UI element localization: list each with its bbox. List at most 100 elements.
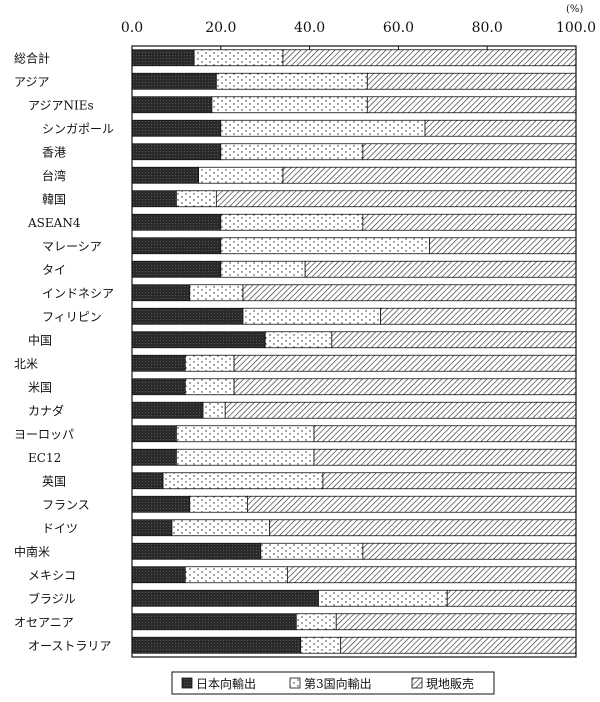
x-tick-label: 60.0 xyxy=(383,20,414,36)
legend-label-japan-export: 日本向輸出 xyxy=(196,676,256,691)
bar-segment-series-2 xyxy=(366,96,577,114)
bar-segment-series-0 xyxy=(131,519,173,537)
bar-segment-series-1 xyxy=(175,448,315,466)
category-label: カナダ xyxy=(28,403,64,418)
bar-segment-series-1 xyxy=(198,166,284,184)
bar-segment-series-0 xyxy=(131,425,177,443)
bar-segment-series-0 xyxy=(131,401,204,419)
legend-swatch-third-country-export xyxy=(289,677,301,689)
bar-segment-series-1 xyxy=(175,190,217,208)
bar-segment-series-2 xyxy=(313,448,577,466)
bar-segment-series-1 xyxy=(318,589,448,607)
bar-segment-series-2 xyxy=(362,542,577,560)
unit-label: (%) xyxy=(566,4,583,15)
bar-segment-series-0 xyxy=(131,190,177,208)
bar-segment-series-1 xyxy=(215,72,368,90)
bar-segment-series-1 xyxy=(300,636,342,654)
bar-segment-series-1 xyxy=(175,425,315,443)
bar-segment-series-2 xyxy=(242,284,577,302)
bar-segment-series-1 xyxy=(220,143,364,161)
bar-segment-series-2 xyxy=(215,190,577,208)
bar-segment-series-0 xyxy=(131,49,195,67)
bar-segment-series-0 xyxy=(131,237,222,255)
x-tick-label: 40.0 xyxy=(294,20,325,36)
bar-segment-series-0 xyxy=(131,307,244,325)
bar-segment-series-0 xyxy=(131,331,266,349)
category-label: 中南米 xyxy=(14,544,50,559)
bar-segment-series-1 xyxy=(202,401,226,419)
bar-segment-series-0 xyxy=(131,636,302,654)
bar-segment-series-2 xyxy=(331,331,577,349)
bar-segment-series-1 xyxy=(171,519,271,537)
bar-segment-series-0 xyxy=(131,566,186,584)
bar-segment-series-0 xyxy=(131,613,297,631)
bar-segment-series-1 xyxy=(220,119,426,137)
category-label: アジア xyxy=(14,75,50,89)
category-label: 台湾 xyxy=(42,168,66,183)
bar-segment-series-0 xyxy=(131,589,319,607)
category-label: ブラジル xyxy=(28,591,76,606)
category-label: フランス xyxy=(42,498,90,512)
bar-segment-series-2 xyxy=(429,237,577,255)
category-label: アジアNIEs xyxy=(28,98,94,112)
bars xyxy=(131,49,577,654)
category-label: 香港 xyxy=(42,145,66,159)
bar-segment-series-2 xyxy=(282,49,577,67)
bar-segment-series-1 xyxy=(220,237,430,255)
bar-segment-series-2 xyxy=(380,307,577,325)
bar-segment-series-1 xyxy=(193,49,284,67)
category-label: マレーシア xyxy=(42,239,102,253)
bar-segment-series-0 xyxy=(131,495,191,513)
bar-segment-series-2 xyxy=(224,401,577,419)
bar-segment-series-2 xyxy=(233,378,577,396)
bar-segment-series-0 xyxy=(131,378,186,396)
bar-segment-series-2 xyxy=(446,589,577,607)
bar-segment-series-2 xyxy=(233,354,577,372)
bar-segment-series-0 xyxy=(131,260,222,278)
legend-box xyxy=(171,671,495,695)
category-label: EC12 xyxy=(28,451,61,465)
bar-segment-series-0 xyxy=(131,119,222,137)
legend: 日本向輸出 第3国向輸出 現地販売 xyxy=(171,671,495,695)
bar-segment-series-1 xyxy=(162,472,324,490)
bar-segment-series-2 xyxy=(282,166,577,184)
category-label: 英国 xyxy=(42,474,66,488)
x-tick-label: 0.0 xyxy=(121,20,143,36)
bar-segment-series-2 xyxy=(340,636,577,654)
bar-segment-series-1 xyxy=(295,613,337,631)
x-tick-label: 80.0 xyxy=(472,20,503,36)
category-label: 北米 xyxy=(14,357,38,371)
category-label: オセアニア xyxy=(14,615,74,629)
bar-segment-series-0 xyxy=(131,354,186,372)
bar-segment-series-1 xyxy=(189,495,248,513)
bar-segment-series-1 xyxy=(220,213,364,231)
x-tick-label: 100.0 xyxy=(556,20,596,36)
bar-segment-series-2 xyxy=(424,119,577,137)
bar-segment-series-1 xyxy=(189,284,244,302)
legend-label-local-sales: 現地販売 xyxy=(426,676,474,691)
bar-segment-series-1 xyxy=(184,354,235,372)
bar-segment-series-0 xyxy=(131,213,222,231)
bar-segment-series-2 xyxy=(269,519,577,537)
bar-segment-series-0 xyxy=(131,284,191,302)
bar-segment-series-2 xyxy=(313,425,577,443)
category-label: シンガポール xyxy=(42,122,114,136)
bar-segment-series-1 xyxy=(220,260,306,278)
bar-segment-series-1 xyxy=(260,542,364,560)
bar-segment-series-2 xyxy=(362,143,577,161)
bar-segment-series-2 xyxy=(247,495,577,513)
legend-swatch-japan-export xyxy=(181,677,193,689)
category-label: ドイツ xyxy=(42,521,78,535)
bar-segment-series-1 xyxy=(184,378,235,396)
x-tick-label: 20.0 xyxy=(205,20,236,36)
bar-segment-series-2 xyxy=(362,213,577,231)
category-label: 米国 xyxy=(28,380,52,394)
category-label: オーストラリア xyxy=(28,639,111,653)
category-label: ヨーロッパ xyxy=(14,427,74,441)
category-label: フィリピン xyxy=(42,310,102,324)
bar-segment-series-0 xyxy=(131,96,213,114)
bar-segment-series-0 xyxy=(131,143,222,161)
x-axis: 0.0 20.0 40.0 60.0 80.0 100.0 xyxy=(121,20,596,50)
